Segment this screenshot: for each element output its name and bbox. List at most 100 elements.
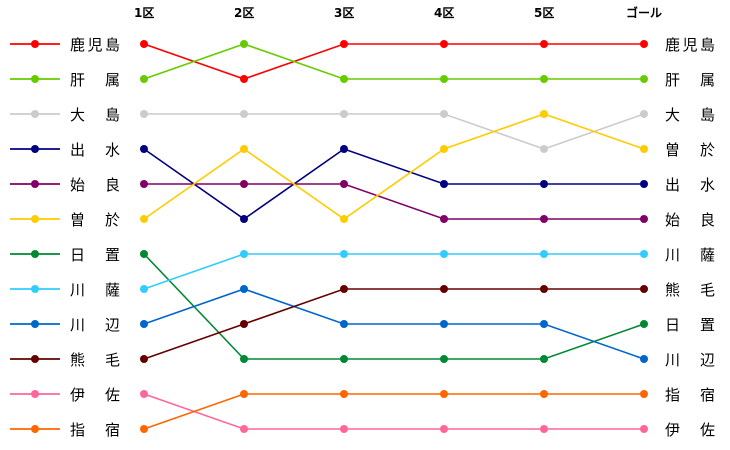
series-line xyxy=(144,113,645,150)
data-point xyxy=(340,355,348,363)
data-point xyxy=(140,320,148,328)
data-point xyxy=(440,145,448,153)
x-tick-label: 3区 xyxy=(334,6,354,20)
data-point xyxy=(140,425,148,433)
data-point xyxy=(640,425,648,433)
series-line xyxy=(143,113,645,220)
series-line xyxy=(143,288,645,360)
legend-marker xyxy=(31,180,39,188)
data-point xyxy=(640,390,648,398)
data-point xyxy=(440,425,448,433)
series-label: 始 良 xyxy=(665,211,715,229)
series-8: 川 薩 xyxy=(10,253,644,299)
data-point xyxy=(640,75,648,83)
series-2: 肝 属 xyxy=(10,43,644,89)
data-point xyxy=(240,285,248,293)
data-point xyxy=(340,110,348,118)
data-point xyxy=(540,250,548,258)
data-point xyxy=(240,180,248,188)
series-label: 日 置 xyxy=(70,246,120,264)
series-line xyxy=(144,183,644,220)
data-point xyxy=(140,40,148,48)
data-point xyxy=(240,425,248,433)
legend-marker xyxy=(31,425,39,433)
data-point xyxy=(540,180,548,188)
series-label: 川 薩 xyxy=(70,281,120,299)
data-point xyxy=(540,285,548,293)
series-line xyxy=(143,393,644,430)
data-point xyxy=(340,145,348,153)
legend-marker xyxy=(31,320,39,328)
series-5: 始 良 xyxy=(10,176,644,220)
x-tick-label: 1区 xyxy=(134,6,154,20)
series-label: 大 島 xyxy=(665,106,715,124)
data-point xyxy=(340,215,348,223)
data-point xyxy=(340,285,348,293)
series-label: 川 辺 xyxy=(665,351,715,369)
series-line xyxy=(143,148,644,220)
series-label: 曽 於 xyxy=(665,141,715,159)
series-label: 日 置 xyxy=(665,316,715,334)
series-label: 大 島 xyxy=(70,106,120,124)
legend-marker xyxy=(31,145,39,153)
data-point xyxy=(540,75,548,83)
data-point xyxy=(140,215,148,223)
series-label: 曽 於 xyxy=(70,211,120,229)
data-point xyxy=(340,180,348,188)
data-point xyxy=(540,110,548,118)
series-line xyxy=(143,253,645,360)
series-label: 川 辺 xyxy=(70,316,120,334)
data-point xyxy=(440,320,448,328)
data-point xyxy=(640,320,648,328)
data-point xyxy=(440,40,448,48)
series-11: 伊 佐 xyxy=(10,386,644,430)
legend-marker xyxy=(31,40,39,48)
data-point xyxy=(540,355,548,363)
data-point xyxy=(440,390,448,398)
series-10: 熊 毛 xyxy=(10,288,644,369)
legend-marker xyxy=(31,215,39,223)
series-label: 肝 属 xyxy=(665,71,715,89)
data-point xyxy=(340,425,348,433)
legend-marker xyxy=(31,250,39,258)
x-tick-label: 4区 xyxy=(434,6,454,20)
data-point xyxy=(540,320,548,328)
data-point xyxy=(440,180,448,188)
series-line xyxy=(143,393,644,430)
legend-marker xyxy=(31,75,39,83)
series-label: 指 宿 xyxy=(665,386,715,404)
legend-marker xyxy=(31,285,39,293)
series-6: 曽 於 xyxy=(10,113,645,229)
data-point xyxy=(240,250,248,258)
data-point xyxy=(440,355,448,363)
series-label: 鹿児島 xyxy=(70,36,120,54)
data-point xyxy=(240,40,248,48)
data-point xyxy=(440,285,448,293)
series-label: 肝 属 xyxy=(70,71,120,89)
data-point xyxy=(240,145,248,153)
data-point xyxy=(540,390,548,398)
series-line xyxy=(143,288,644,360)
data-point xyxy=(140,355,148,363)
data-point xyxy=(240,75,248,83)
data-point xyxy=(540,145,548,153)
series-1: 鹿児島 xyxy=(10,36,644,80)
series-line xyxy=(143,253,644,290)
data-point xyxy=(440,110,448,118)
series-4: 出 水 xyxy=(10,141,644,220)
data-point xyxy=(240,320,248,328)
data-point xyxy=(640,250,648,258)
series-label: 伊 佐 xyxy=(70,386,120,404)
data-point xyxy=(640,110,648,118)
series-7: 日 置 xyxy=(10,246,645,360)
data-point xyxy=(540,40,548,48)
data-point xyxy=(640,215,648,223)
legend-marker xyxy=(31,110,39,118)
data-point xyxy=(140,110,148,118)
series-line xyxy=(143,43,644,80)
data-point xyxy=(340,250,348,258)
data-point xyxy=(640,40,648,48)
series-line xyxy=(143,43,644,80)
data-point xyxy=(640,285,648,293)
